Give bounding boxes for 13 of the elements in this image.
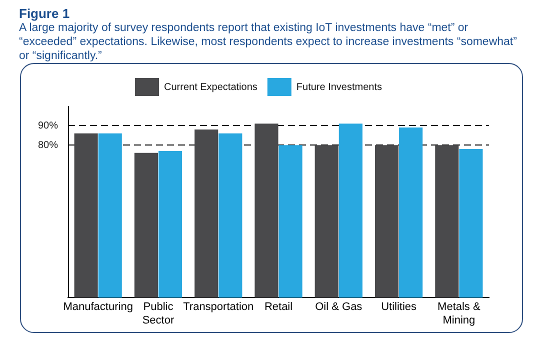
chart-subtitle: A large majority of survey respondents report that existing IoT investments have “met” or “exceeded” expectations. Likewise, most respondents expect to increase investments “somewhat” or “significantly.”	[19, 21, 518, 63]
y-tick-label: 80%	[38, 140, 58, 151]
x-tick-label: Public Sector	[142, 301, 174, 326]
x-tick-label: Oil & Gas	[315, 301, 363, 314]
y-tick-label: 90%	[38, 120, 58, 132]
x-tick-label: Transportation	[183, 301, 254, 314]
x-tick-label: Utilities	[381, 301, 418, 314]
x-tick-label: Manufacturing	[63, 301, 133, 314]
legend-label: Future Investments	[296, 82, 382, 93]
legend-label: Current Expectations	[164, 82, 258, 93]
x-tick-label: Metals & Mining	[438, 301, 481, 326]
x-tick-label: Retail	[264, 301, 293, 314]
chart-title: Figure 1	[19, 6, 70, 21]
